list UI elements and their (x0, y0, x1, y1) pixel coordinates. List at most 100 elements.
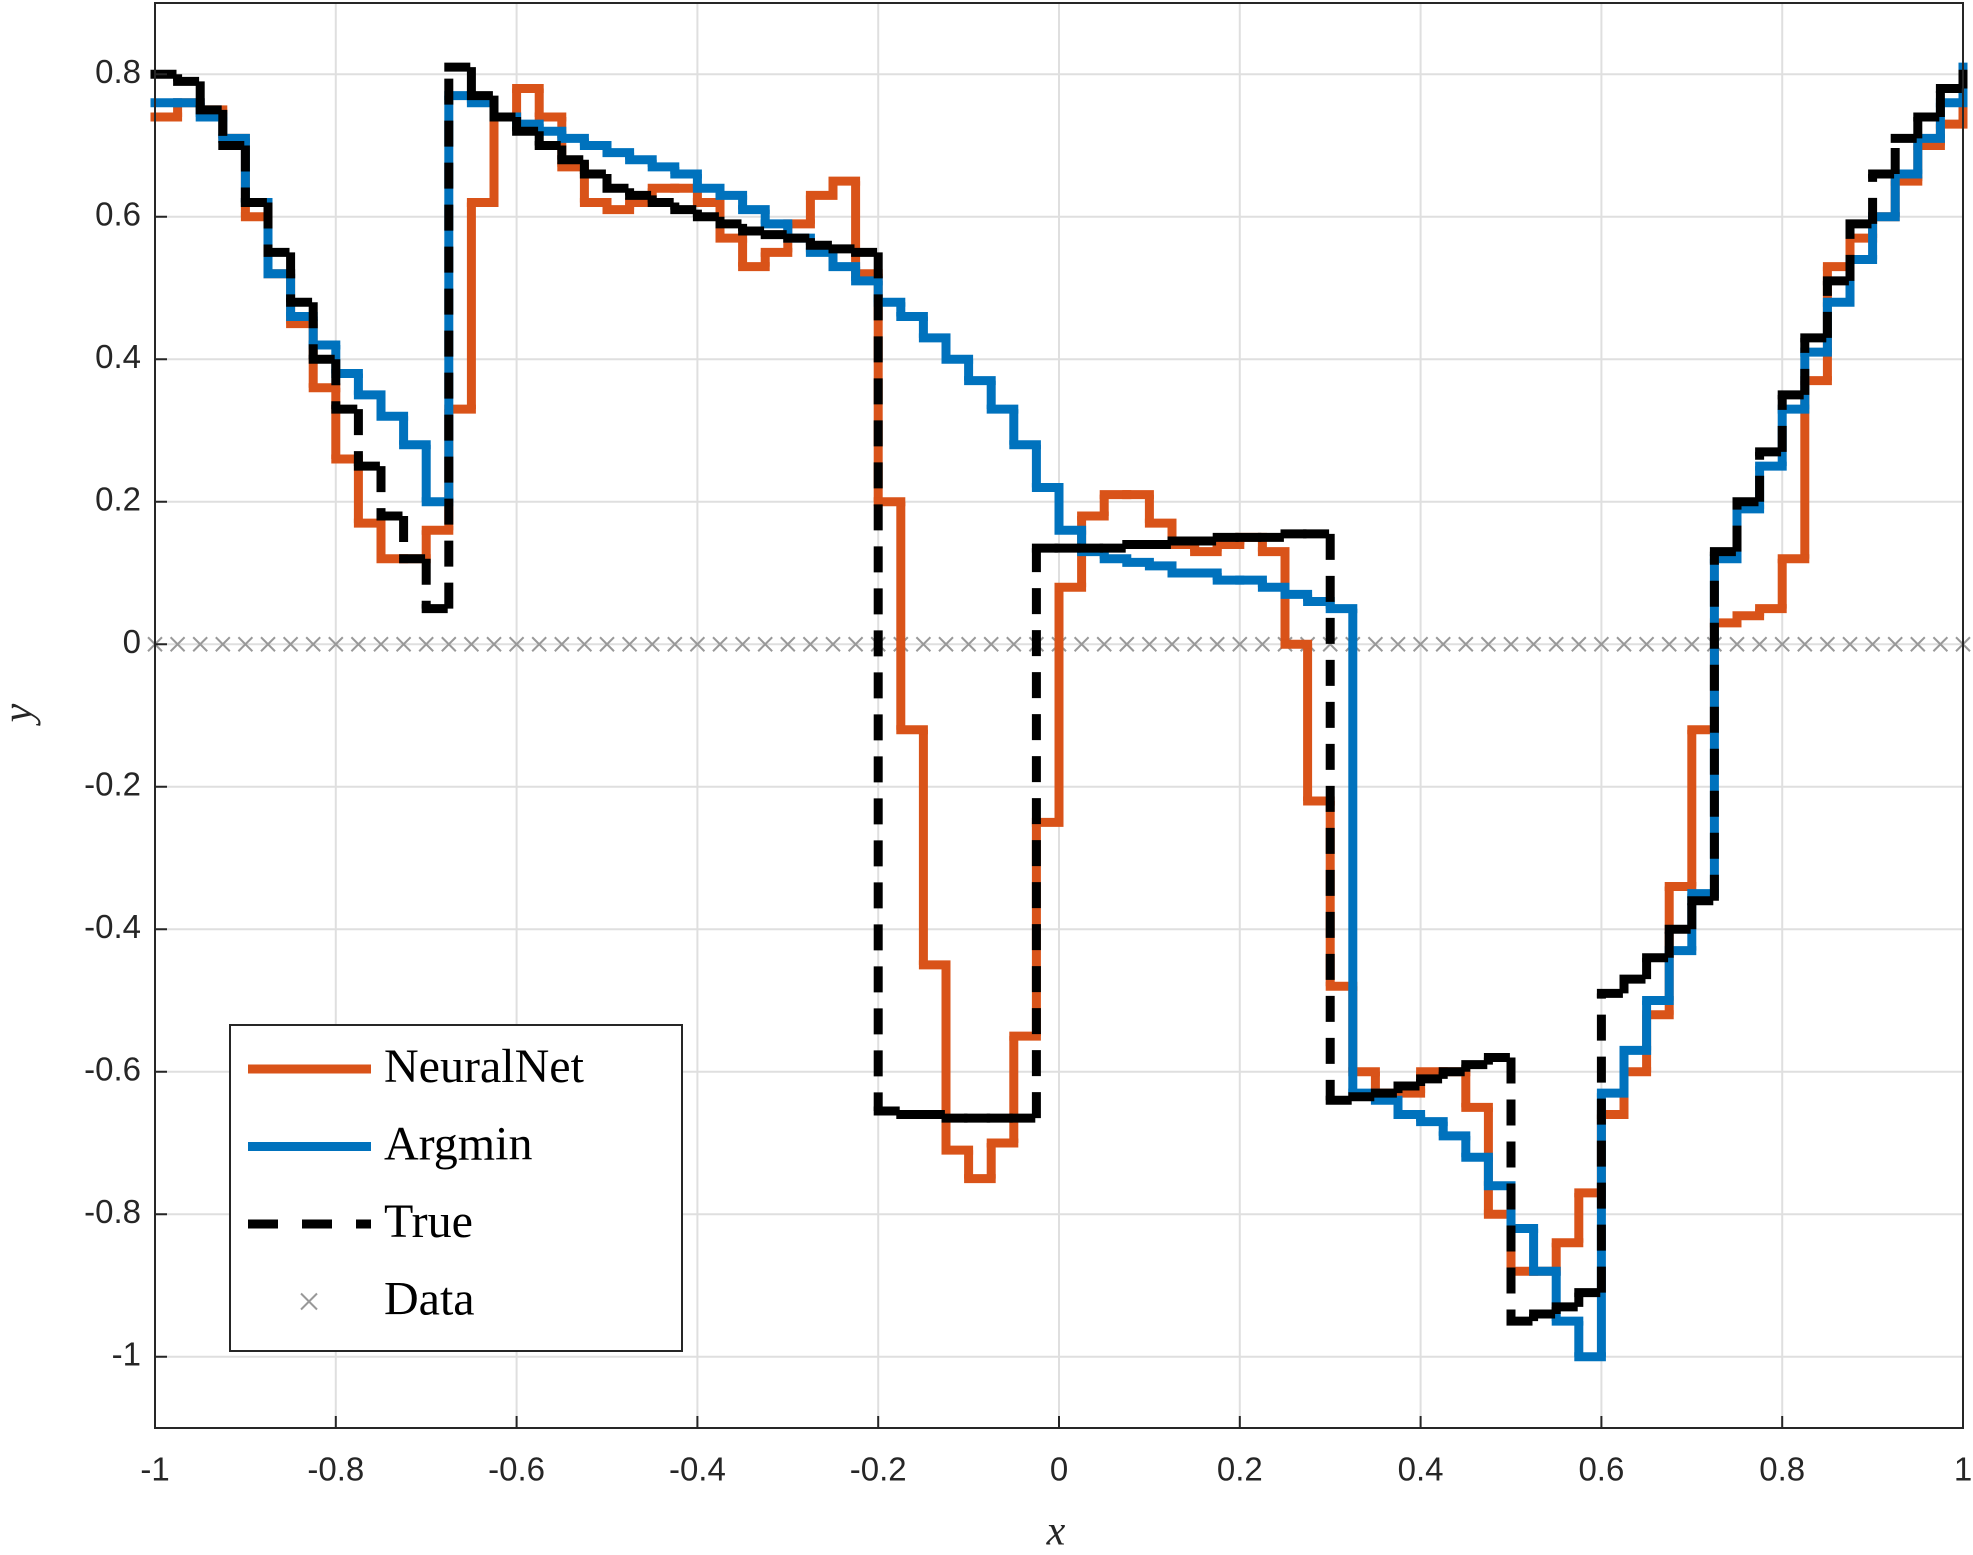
data-point (1073, 636, 1090, 652)
legend-label: Argmin (384, 1118, 532, 1171)
data-point (260, 636, 276, 652)
legend-marker (300, 1292, 318, 1311)
legend: NeuralNet Argmin True Data (229, 1024, 683, 1352)
data-point (599, 636, 615, 652)
data-point (1910, 636, 1926, 652)
data-point (757, 636, 773, 652)
data-point (1864, 636, 1881, 652)
data-point (282, 636, 299, 652)
legend-label: NeuralNet (384, 1040, 585, 1093)
x-tick-label: -0.6 (488, 1451, 545, 1488)
data-point (621, 636, 638, 652)
y-tick-label: 0 (123, 623, 141, 660)
data-point (915, 636, 932, 652)
y-tick-label: -0.8 (84, 1193, 141, 1230)
data-point (1548, 636, 1564, 652)
data-point (1887, 636, 1903, 652)
data-point (1209, 636, 1225, 652)
data-point (1119, 636, 1135, 652)
y-tick-label: 0.4 (95, 338, 141, 375)
data-point (486, 636, 502, 652)
data-point (1435, 636, 1451, 652)
data-point (1232, 636, 1248, 652)
ticks: -1 -0.8 -0.6 -0.4 -0.2 0 0.2 0.4 0.6 0.8 1 -1 -0.8 -0… (84, 53, 1972, 1488)
y-tick-label: -0.6 (84, 1050, 141, 1087)
data-point (1096, 636, 1112, 652)
data-point (1616, 636, 1632, 652)
x-tick-label: 0.8 (1759, 1451, 1805, 1488)
data-point (1661, 636, 1677, 652)
data-point (441, 636, 457, 652)
data-point (938, 636, 954, 652)
y-tick-label: -0.4 (84, 908, 141, 945)
data-point (169, 636, 186, 652)
data-point (1751, 636, 1768, 652)
data-point (350, 636, 367, 652)
data-point (960, 636, 977, 652)
data-point (847, 636, 864, 652)
x-tick-label: 0.4 (1398, 1451, 1444, 1488)
data-point (1729, 636, 1745, 652)
data-point (1141, 636, 1158, 652)
data-point (1390, 636, 1406, 652)
data-point (215, 636, 231, 652)
data-point (1186, 636, 1203, 652)
data-point (1254, 636, 1271, 652)
data-point (1932, 636, 1949, 652)
data-point (328, 636, 344, 652)
data-point (983, 636, 999, 652)
data-point (554, 636, 570, 652)
data-point (508, 636, 525, 652)
data-point (531, 636, 547, 652)
plot-area (147, 62, 1971, 1362)
data-point (1638, 636, 1655, 652)
y-tick-label: 0.6 (95, 195, 141, 232)
data-point (192, 636, 208, 652)
y-tick-label: -1 (112, 1335, 141, 1372)
x-tick-label: 0.6 (1578, 1451, 1624, 1488)
data-point (802, 636, 819, 652)
data-point (780, 636, 796, 652)
y-tick-label: 0.2 (95, 480, 141, 517)
data-point (1480, 636, 1497, 652)
data-point (1819, 636, 1836, 652)
data-point (418, 636, 434, 652)
y-tick-label: 0.8 (95, 53, 141, 90)
data-point (1006, 636, 1022, 652)
data-point (237, 636, 254, 652)
data-point (644, 636, 660, 652)
data-point (1571, 636, 1587, 652)
data-point (1774, 636, 1790, 652)
data-point (1322, 636, 1338, 652)
data-point (1684, 636, 1700, 652)
data-point (667, 636, 683, 652)
data-point (576, 636, 593, 652)
x-axis-label: x (1046, 1509, 1066, 1555)
data-point (1525, 636, 1542, 652)
x-tick-label: 0 (1050, 1451, 1068, 1488)
data-point (373, 636, 389, 652)
y-axis-label: y (0, 703, 42, 726)
x-tick-label: -0.8 (307, 1451, 364, 1488)
data-point (305, 636, 321, 652)
data-point (463, 636, 480, 652)
data-point (395, 636, 412, 652)
x-tick-label: -1 (140, 1451, 169, 1488)
data-point (1412, 636, 1429, 652)
x-tick-label: -0.2 (850, 1451, 907, 1488)
data-point (825, 636, 841, 652)
data-point (712, 636, 728, 652)
legend-label: True (384, 1195, 473, 1248)
legend-label: Data (384, 1273, 475, 1326)
x-tick-label: -0.4 (669, 1451, 726, 1488)
data-point (1797, 636, 1813, 652)
data-point (1164, 636, 1180, 652)
y-tick-label: -0.2 (84, 765, 141, 802)
data-point (689, 636, 706, 652)
data-point (1458, 636, 1474, 652)
data-point (1842, 636, 1858, 652)
x-tick-label: 1 (1954, 1451, 1972, 1488)
x-tick-label: 0.2 (1217, 1451, 1263, 1488)
data-point (1503, 636, 1519, 652)
